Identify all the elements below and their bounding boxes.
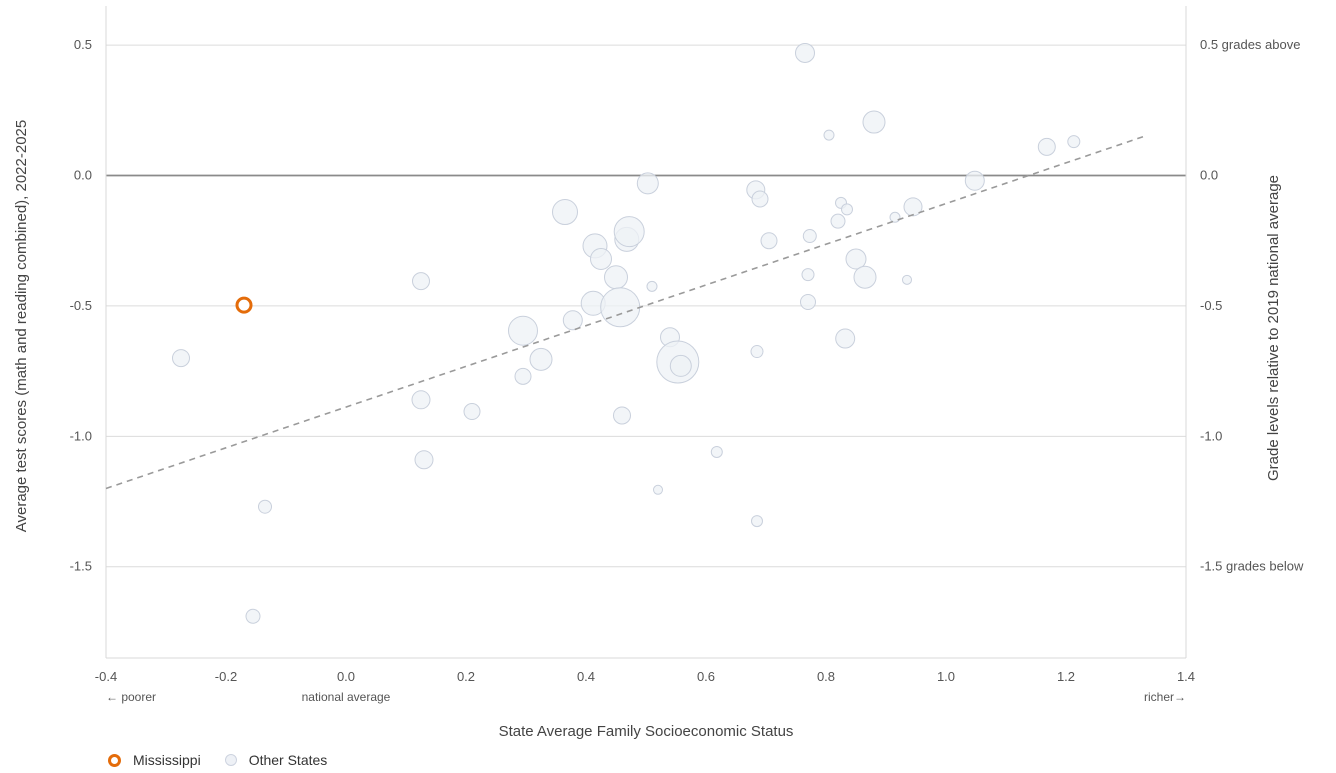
y-right-tick-label: -0.5 xyxy=(1200,298,1222,313)
y-axis-title-left: Average test scores (math and reading co… xyxy=(13,120,30,532)
state-point xyxy=(835,328,856,349)
state-point xyxy=(751,515,763,528)
x-tick-label: 0.0 xyxy=(337,669,355,684)
legend: Mississippi Other States xyxy=(108,752,351,768)
mississippi-point xyxy=(235,296,253,314)
state-point xyxy=(751,190,769,208)
state-point xyxy=(1067,135,1081,149)
x-axis-note: national average xyxy=(302,690,391,704)
y-tick-label: -1.0 xyxy=(70,428,92,443)
state-point xyxy=(636,172,659,195)
mississippi-swatch-icon xyxy=(108,753,121,767)
x-tick-label: 0.6 xyxy=(697,669,715,684)
state-point xyxy=(245,608,261,624)
state-point xyxy=(802,229,817,244)
x-axis-note: richer→ xyxy=(1144,690,1186,704)
state-point xyxy=(889,211,901,223)
y-tick-label: 0.0 xyxy=(74,168,92,183)
state-point xyxy=(552,199,578,226)
y-right-tick-label: -1.0 xyxy=(1200,428,1222,443)
state-point xyxy=(604,265,628,290)
state-point xyxy=(463,403,481,421)
state-point xyxy=(172,349,190,368)
x-tick-label: 1.2 xyxy=(1057,669,1075,684)
state-point xyxy=(760,232,778,250)
y-tick-label: -1.5 xyxy=(70,559,92,574)
x-axis-title: State Average Family Socioeconomic Statu… xyxy=(499,723,794,740)
state-point xyxy=(902,274,912,285)
state-point xyxy=(669,354,692,377)
state-point xyxy=(600,287,641,328)
state-point xyxy=(646,280,658,292)
state-point xyxy=(823,129,835,141)
state-point xyxy=(414,450,434,470)
y-right-tick-label: 0.5 grades above xyxy=(1200,37,1300,52)
x-tick-label: 1.0 xyxy=(937,669,955,684)
state-point xyxy=(1037,137,1056,156)
state-point xyxy=(613,406,631,425)
state-point xyxy=(613,216,645,248)
state-point xyxy=(853,265,877,289)
x-tick-label: 0.2 xyxy=(457,669,475,684)
legend-item-mississippi[interactable]: Mississippi xyxy=(108,752,201,768)
state-point xyxy=(508,315,538,346)
x-tick-label: 1.4 xyxy=(1177,669,1195,684)
state-point xyxy=(653,484,663,495)
y-tick-label: -0.5 xyxy=(70,298,92,313)
legend-item-other-states[interactable]: Other States xyxy=(224,752,328,768)
state-point xyxy=(411,390,431,410)
x-tick-label: -0.4 xyxy=(95,669,117,684)
state-point xyxy=(750,345,764,359)
x-tick-label: 0.4 xyxy=(577,669,595,684)
x-axis-note: ← poorer xyxy=(106,690,156,704)
state-point xyxy=(529,347,553,371)
state-point xyxy=(841,203,853,216)
legend-label-other-states: Other States xyxy=(248,752,328,768)
legend-label-mississippi: Mississippi xyxy=(133,752,201,768)
state-point xyxy=(862,110,886,134)
y-right-tick-label: 0.0 xyxy=(1200,168,1218,183)
trend-line xyxy=(105,135,1145,490)
state-point xyxy=(412,272,430,291)
grid-layer xyxy=(106,44,1186,568)
state-point xyxy=(514,367,532,385)
y-tick-label: 0.5 xyxy=(74,37,92,52)
state-point xyxy=(801,268,815,282)
y-axis-title-right: Grade levels relative to 2019 national a… xyxy=(1265,175,1282,481)
state-point xyxy=(830,213,846,229)
other-states-swatch-icon xyxy=(224,754,237,766)
state-point xyxy=(964,170,985,191)
highlight-layer xyxy=(235,296,253,314)
state-point xyxy=(590,247,612,270)
state-point xyxy=(562,310,583,331)
state-point xyxy=(845,248,867,270)
trend-layer xyxy=(105,135,1145,490)
labels-layer: 0.5 0.5 grades above 0.0 0.0 -0.5 -0.5 -1.0 -1.… xyxy=(13,37,1304,740)
state-point xyxy=(903,197,923,217)
axes-layer xyxy=(105,6,1187,659)
x-tick-label: -0.2 xyxy=(215,669,237,684)
state-point xyxy=(795,42,815,63)
state-point xyxy=(800,294,816,311)
x-tick-label: 0.8 xyxy=(817,669,835,684)
state-point xyxy=(258,499,272,514)
points-layer xyxy=(172,42,1081,624)
y-right-tick-label: -1.5 grades below xyxy=(1200,559,1304,574)
state-point xyxy=(710,445,723,458)
